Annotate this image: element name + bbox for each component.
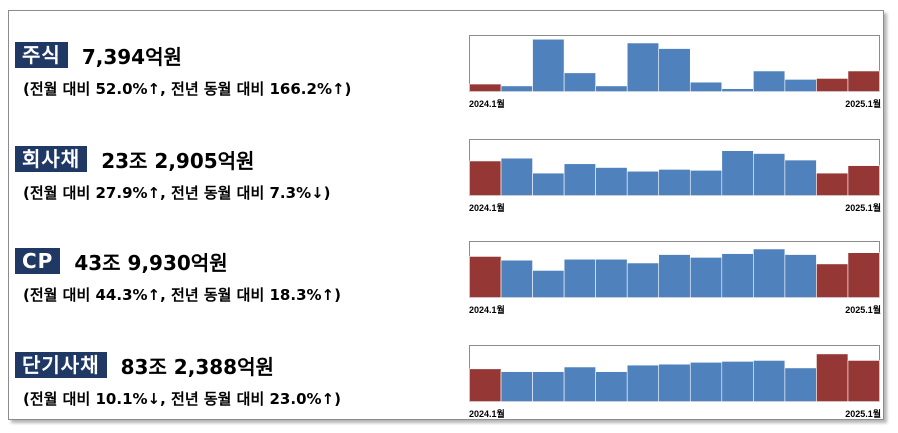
issuance-amount: 83조 2,388억원 [120,354,274,379]
bar [532,38,565,92]
bar [816,78,849,92]
bar [532,371,565,402]
bar [563,366,596,402]
bar [658,169,691,196]
bar [469,368,502,402]
x-tick-label-end: 2025.1월 [845,98,881,109]
bar [563,72,596,92]
indicator-row: 주식 7,394억원 (전월 대비 52.0%↑, 전년 동월 대비 166.2%↑… [9,23,883,123]
bar [469,83,502,92]
bar [500,157,533,196]
bar [721,361,754,402]
bar [563,258,596,298]
change-note: (전월 대비 27.9%↑, 전년 동월 대비 7.3%↓) [23,184,331,202]
bar [721,253,754,298]
bar [816,172,849,196]
bar [721,88,754,92]
bar [753,248,786,298]
category-badge: 단기사채 [15,352,107,378]
bar [784,254,817,298]
issuance-amount: 7,394억원 [81,44,182,69]
bar [595,258,628,298]
mini-bar-chart: 2024.1월 2025.1월 [469,35,881,109]
bar [784,79,817,92]
bar [626,364,660,402]
x-tick-label-end: 2025.1월 [845,202,881,213]
bar [847,252,880,298]
bar [847,70,880,92]
category-badge: 주식 [15,42,68,68]
issuance-amount: 43조 9,930억원 [74,250,228,275]
change-note: (전월 대비 10.1%↓, 전년 동월 대비 23.0%↑) [23,390,341,408]
bar [626,42,660,92]
bar [658,48,691,92]
bar [469,256,502,298]
mini-bar-chart: 2024.1월 2025.1월 [469,241,881,315]
category-badge: CP [15,248,61,274]
bar [847,165,880,196]
x-tick-label-start: 2024.1월 [469,304,505,315]
mini-bar-chart: 2024.1월 2025.1월 [469,139,881,213]
x-tick-label-end: 2025.1월 [845,408,881,419]
indicator-row: CP 43조 9,930억원 (전월 대비 44.3%↑, 전년 동월 대비 18.… [9,229,883,329]
x-tick-label-start: 2024.1월 [469,202,505,213]
bar [500,259,533,298]
bar [753,153,786,196]
bar [784,367,817,402]
bar [469,160,502,196]
bar [626,262,660,298]
bar [753,70,786,92]
indicator-row: 회사채 23조 2,905억원 (전월 대비 27.9%↑, 전년 동월 대비 7.… [9,127,883,227]
bar [689,81,723,92]
bar [816,353,849,402]
bar [689,257,723,298]
bar [500,85,533,92]
category-badge: 회사채 [15,146,88,172]
mini-bar-chart: 2024.1월 2025.1월 [469,345,881,419]
issuance-amount: 23조 2,905억원 [101,148,255,173]
indicator-header: 회사채 23조 2,905억원 [15,145,254,173]
bar [500,371,533,402]
change-note: (전월 대비 52.0%↑, 전년 동월 대비 166.2%↑) [23,80,352,98]
bar [721,150,754,196]
indicator-header: 단기사채 83조 2,388억원 [15,351,274,379]
indicator-header: 주식 7,394억원 [15,41,182,69]
bar [658,363,691,402]
bar [658,254,691,298]
x-tick-label-start: 2024.1월 [469,408,505,419]
bar [784,159,817,196]
change-note: (전월 대비 44.3%↑, 전년 동월 대비 18.3%↑) [23,286,341,304]
bar [563,163,596,196]
x-tick-label-start: 2024.1월 [469,98,505,109]
bar [847,360,880,402]
bar [689,169,723,196]
bar [816,263,849,298]
chart-panel: 주식 7,394억원 (전월 대비 52.0%↑, 전년 동월 대비 166.2%↑… [8,10,884,420]
bar [689,361,723,402]
bar [532,270,565,298]
bar [595,371,628,402]
bar [626,170,660,196]
bar [753,360,786,402]
x-tick-label-end: 2025.1월 [845,304,881,315]
bar [595,167,628,196]
indicator-header: CP 43조 9,930억원 [15,247,228,275]
bar [595,85,628,92]
indicator-row: 단기사채 83조 2,388억원 (전월 대비 10.1%↓, 전년 동월 대비 2… [9,333,883,433]
bar [532,172,565,196]
